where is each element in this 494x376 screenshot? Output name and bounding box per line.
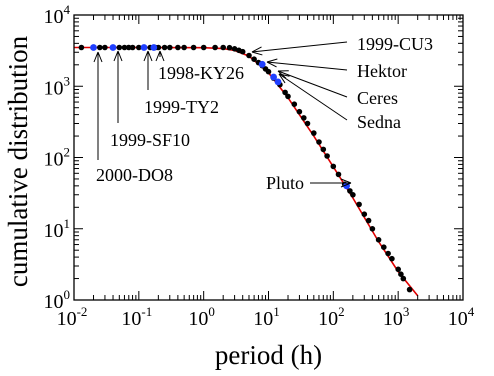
annotation-label: 2000-DO8 — [96, 165, 173, 185]
highlighted-point — [274, 78, 282, 86]
annotation-arrowhead — [155, 50, 165, 62]
x-tick-label: 102 — [318, 304, 345, 330]
data-point — [406, 286, 413, 293]
data-point — [347, 188, 353, 194]
data-point — [239, 48, 246, 55]
annotation-arrow — [278, 73, 348, 121]
axes-group — [73, 14, 464, 301]
data-point — [136, 44, 142, 51]
data-point — [226, 44, 233, 51]
data-point — [296, 108, 303, 115]
y-axis-label: cumulative distribution — [3, 35, 33, 287]
highlighted-point — [109, 44, 117, 51]
data-point — [389, 255, 395, 262]
data-point — [369, 226, 376, 232]
highlighted-point — [150, 44, 158, 51]
data-point — [251, 56, 257, 62]
annotation-arrows-group — [93, 41, 352, 188]
data-point — [311, 130, 317, 136]
tick-labels-group: 10-2 10-1 100 101 102 103 104 100 101 102 103 104 — [44, 2, 475, 330]
data-point — [200, 44, 207, 51]
data-point — [155, 44, 162, 51]
data-point — [129, 44, 136, 51]
data-point — [181, 44, 187, 51]
data-point — [375, 237, 382, 243]
data-point — [291, 101, 298, 107]
data-point — [350, 192, 356, 198]
annotation-label: Ceres — [357, 88, 398, 108]
annotation-label: 1999-CU3 — [357, 34, 433, 54]
data-point — [190, 44, 197, 51]
y-tick-label: 102 — [44, 145, 71, 171]
data-point — [116, 44, 123, 51]
data-point — [335, 171, 342, 178]
data-point — [212, 44, 218, 51]
x-tick-label: 103 — [383, 304, 410, 330]
data-point — [102, 44, 108, 51]
annotation-arrowhead — [251, 46, 263, 56]
data-point — [330, 163, 337, 170]
data-point — [304, 120, 311, 127]
highlighted-point — [90, 44, 97, 51]
data-point — [265, 68, 272, 75]
data-point — [365, 217, 372, 224]
annotation-arrowhead — [340, 178, 352, 188]
data-point — [282, 89, 288, 96]
highlighted-point — [140, 44, 148, 51]
annotation-label: Hektor — [357, 61, 407, 81]
data-point — [78, 44, 85, 51]
x-tick-label: 100 — [188, 304, 215, 330]
annotation-labels-group: 2000-DO8 1999-SF10 1999-TY2 1998-KY26 1999-C… — [96, 34, 433, 193]
data-point — [381, 244, 387, 250]
data-point — [220, 44, 226, 51]
data-point — [285, 93, 291, 100]
annotation-arrowhead — [143, 50, 153, 62]
annotation-arrowhead — [113, 50, 123, 62]
data-point — [356, 201, 362, 208]
data-point — [385, 250, 391, 257]
data-point — [231, 46, 238, 52]
data-point — [246, 52, 252, 59]
y-tick-label: 104 — [44, 2, 71, 28]
data-point — [400, 275, 407, 282]
data-point — [97, 44, 103, 51]
annotation-arrowhead — [278, 73, 290, 84]
annotation-arrow — [266, 61, 348, 71]
x-tick-label: 10-2 — [57, 304, 88, 330]
x-axis-label: period (h) — [215, 340, 322, 370]
data-point — [320, 146, 327, 153]
annotation-label: 1998-KY26 — [158, 63, 244, 83]
x-tick-label: 101 — [253, 304, 280, 330]
highlighted-point — [258, 60, 266, 68]
data-point — [167, 44, 173, 51]
annotation-arrowhead — [93, 51, 103, 63]
data-point — [301, 115, 307, 121]
data-point — [324, 153, 330, 159]
data-point — [398, 271, 404, 278]
annotation-label: 1999-TY2 — [144, 97, 219, 117]
y-tick-label: 101 — [44, 216, 71, 242]
data-point — [395, 266, 402, 273]
y-tick-label: 100 — [44, 287, 71, 313]
annotation-arrowhead — [266, 58, 278, 68]
highlighted-point — [270, 73, 277, 81]
data-point — [361, 211, 368, 217]
annotation-label: Sedna — [357, 112, 401, 132]
data-point — [121, 44, 128, 51]
data-point — [316, 139, 322, 145]
x-tick-label: 10-1 — [121, 304, 152, 330]
data-point — [161, 44, 168, 51]
y-tick-label: 103 — [44, 73, 71, 99]
annotation-arrow — [277, 70, 348, 98]
x-tick-label: 104 — [448, 304, 475, 330]
annotation-label: 1999-SF10 — [110, 130, 190, 150]
highlighted-points-group — [90, 44, 350, 190]
annotation-arrow — [251, 41, 348, 53]
data-point — [175, 44, 181, 51]
annotation-label: Pluto — [266, 173, 304, 193]
